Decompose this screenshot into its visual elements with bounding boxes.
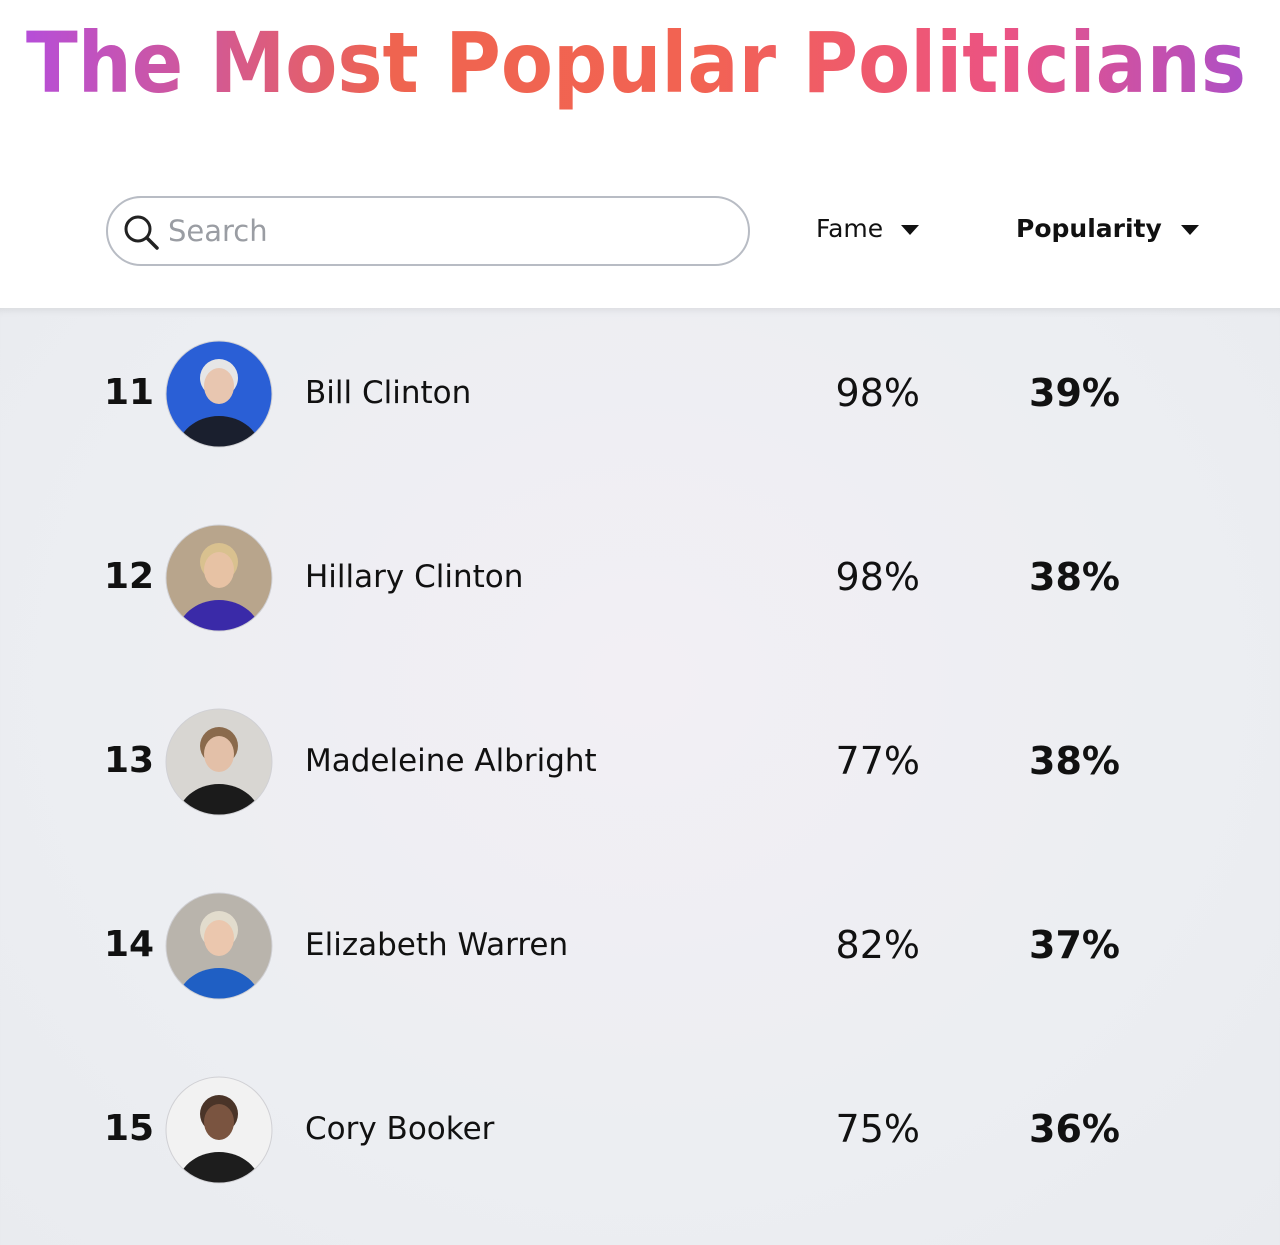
popularity-score: 38% [1029, 739, 1120, 783]
table-row[interactable]: 15 Cory Booker 75% 36% [0, 1069, 1280, 1189]
dropdown-arrow [1180, 225, 1199, 235]
search-icon [124, 215, 159, 250]
rank: 11 [104, 372, 155, 413]
popularity-score: 39% [1029, 371, 1120, 415]
avatar [165, 340, 273, 448]
sort-fame-label: Fame [816, 214, 884, 243]
rank: 12 [104, 556, 155, 597]
sort-popularity[interactable]: Popularity [1016, 214, 1201, 244]
title-banner: The Most Popular Politicians [26, 14, 1246, 112]
fame-score: 98% [835, 555, 920, 599]
politician-name: Madeleine Albright [305, 743, 597, 779]
fame-score: 98% [835, 371, 920, 415]
ranking-list: 11 Bill Clinton 98% 39% 12 Hillary Clinton 98%… [0, 308, 1280, 1245]
avatar [165, 1076, 273, 1184]
politician-name: Elizabeth Warren [305, 927, 569, 963]
fame-score: 75% [835, 1107, 920, 1151]
avatar [165, 892, 273, 1000]
politician-name: Cory Booker [305, 1111, 495, 1147]
table-row[interactable]: 12 Hillary Clinton 98% 38% [0, 517, 1280, 637]
politician-name: Hillary Clinton [305, 559, 524, 595]
avatar [165, 524, 273, 632]
search-box[interactable]: Search [106, 196, 750, 266]
rank: 15 [104, 1108, 155, 1149]
rank: 14 [104, 924, 155, 965]
sort-fame[interactable]: Fame [816, 214, 921, 244]
popularity-score: 36% [1029, 1107, 1120, 1151]
table-row[interactable]: 14 Elizabeth Warren 82% 37% [0, 885, 1280, 1005]
page-title: The Most Popular Politicians [26, 14, 1246, 112]
table-row[interactable]: 13 Madeleine Albright 77% 38% [0, 701, 1280, 821]
fame-score: 77% [835, 739, 920, 783]
avatar [165, 708, 273, 816]
table-row[interactable]: 11 Bill Clinton 98% 39% [0, 333, 1280, 453]
popularity-score: 38% [1029, 555, 1120, 599]
popularity-score: 37% [1029, 923, 1120, 967]
dropdown-arrow [901, 225, 920, 235]
sort-popularity-label: Popularity [1016, 214, 1162, 243]
fame-score: 82% [835, 923, 920, 967]
search-placeholder: Search [168, 214, 268, 248]
rank: 13 [104, 740, 155, 781]
politician-name: Bill Clinton [305, 375, 472, 411]
